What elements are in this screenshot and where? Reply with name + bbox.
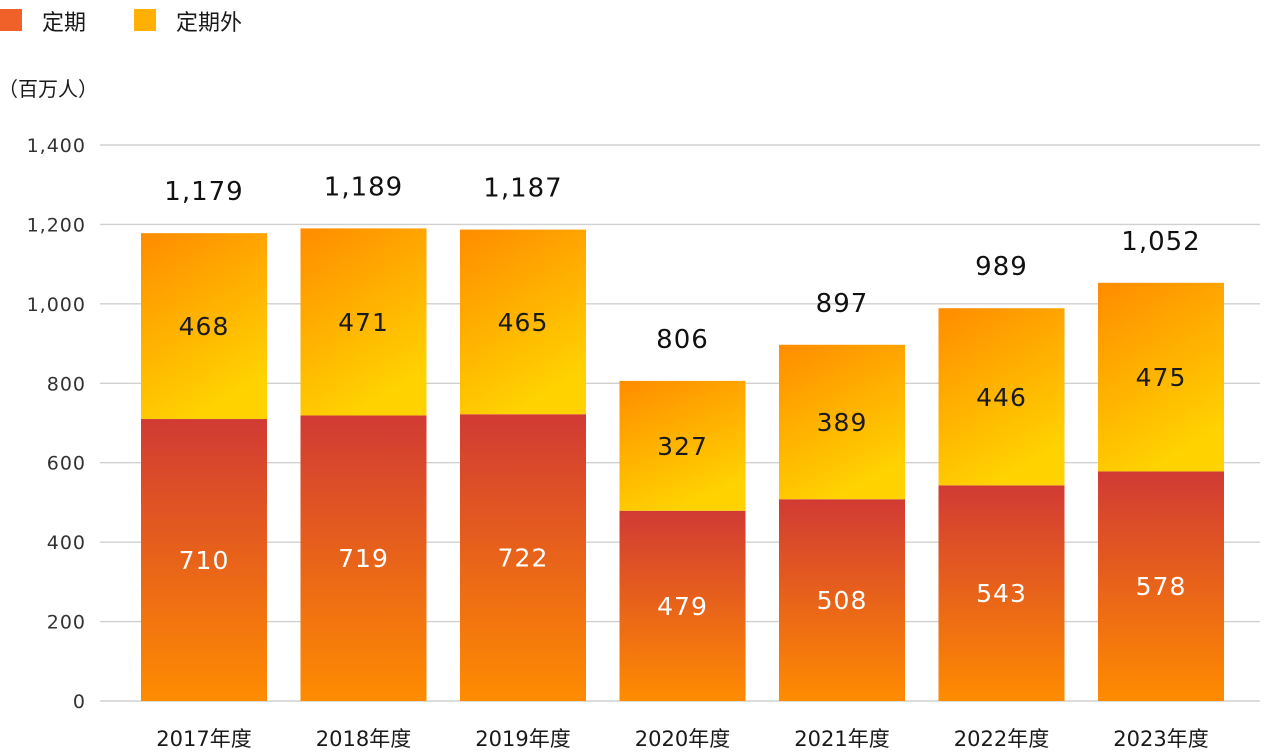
bar-teiki	[300, 415, 427, 701]
y-tick-label: 200	[47, 612, 86, 634]
x-tick-label: 2021年度	[794, 727, 889, 751]
total-label: 806	[656, 325, 709, 355]
y-tick-label: 1,000	[27, 294, 86, 316]
total-label: 1,179	[164, 177, 243, 207]
bar-teikigai	[300, 228, 427, 416]
y-tick-label: 1,200	[27, 214, 86, 236]
value-label-teikigai: 327	[657, 432, 708, 461]
x-axis-ticks: 2017年度 2018年度 2019年度 2020年度 2021年度 2022年度 2023…	[156, 727, 1208, 751]
bar-teikigai	[938, 308, 1065, 486]
bar-teiki	[619, 510, 746, 701]
value-label-teikigai: 389	[817, 408, 868, 437]
value-label-teiki: 578	[1136, 572, 1187, 601]
x-tick-label: 2018年度	[316, 727, 411, 751]
value-label-teikigai: 475	[1136, 363, 1187, 392]
legend-label-teikigai: 定期外	[176, 11, 242, 36]
legend: 定期 定期外	[0, 9, 242, 36]
y-tick-label: 400	[47, 532, 86, 554]
bars	[141, 228, 1224, 701]
bar-teiki	[460, 414, 586, 701]
value-label-teikigai: 465	[498, 308, 549, 337]
y-tick-label: 800	[47, 373, 86, 395]
value-label-teiki: 479	[657, 592, 708, 621]
total-label: 1,189	[324, 172, 403, 202]
y-axis-ticks: 0 200 400 600 800 1,000 1,200 1,400	[27, 135, 86, 713]
bar-teiki	[779, 499, 905, 701]
x-tick-label: 2017年度	[156, 727, 251, 751]
x-tick-label: 2022年度	[954, 727, 1049, 751]
legend-swatch-teiki	[0, 9, 22, 31]
bar-teikigai	[779, 344, 905, 500]
value-label-teiki: 710	[179, 546, 230, 575]
x-tick-label: 2023年度	[1113, 727, 1208, 751]
value-label-teiki: 543	[976, 579, 1027, 608]
bar-teiki	[1098, 471, 1224, 701]
legend-label-teiki: 定期	[42, 11, 86, 36]
legend-swatch-teikigai	[134, 9, 156, 31]
value-label-teikigai: 468	[179, 312, 230, 341]
bar-teikigai	[141, 233, 267, 420]
total-label: 1,187	[483, 174, 562, 204]
value-label-teiki: 508	[817, 586, 868, 615]
total-label: 897	[816, 289, 869, 319]
bar-teiki	[938, 485, 1065, 701]
bar-teikigai	[460, 229, 586, 415]
y-tick-label: 600	[47, 453, 86, 475]
bar-teiki	[141, 419, 267, 701]
value-label-teikigai: 446	[976, 383, 1027, 412]
y-tick-label: 0	[73, 691, 86, 713]
value-label-teikigai: 471	[338, 308, 389, 337]
y-tick-label: 1,400	[27, 135, 86, 157]
value-label-teiki: 719	[338, 544, 389, 573]
total-label: 1,052	[1121, 227, 1200, 257]
data-labels: 710 468 1,179 719 471 1,189 722 465 1,187 479 327 8…	[164, 172, 1200, 621]
x-tick-label: 2020年度	[635, 727, 730, 751]
y-axis-unit-label: （百万人）	[0, 77, 98, 101]
bar-teikigai	[1098, 282, 1224, 472]
value-label-teiki: 722	[498, 544, 549, 573]
total-label: 989	[975, 252, 1028, 282]
bar-teikigai	[619, 380, 746, 511]
x-tick-label: 2019年度	[475, 727, 570, 751]
